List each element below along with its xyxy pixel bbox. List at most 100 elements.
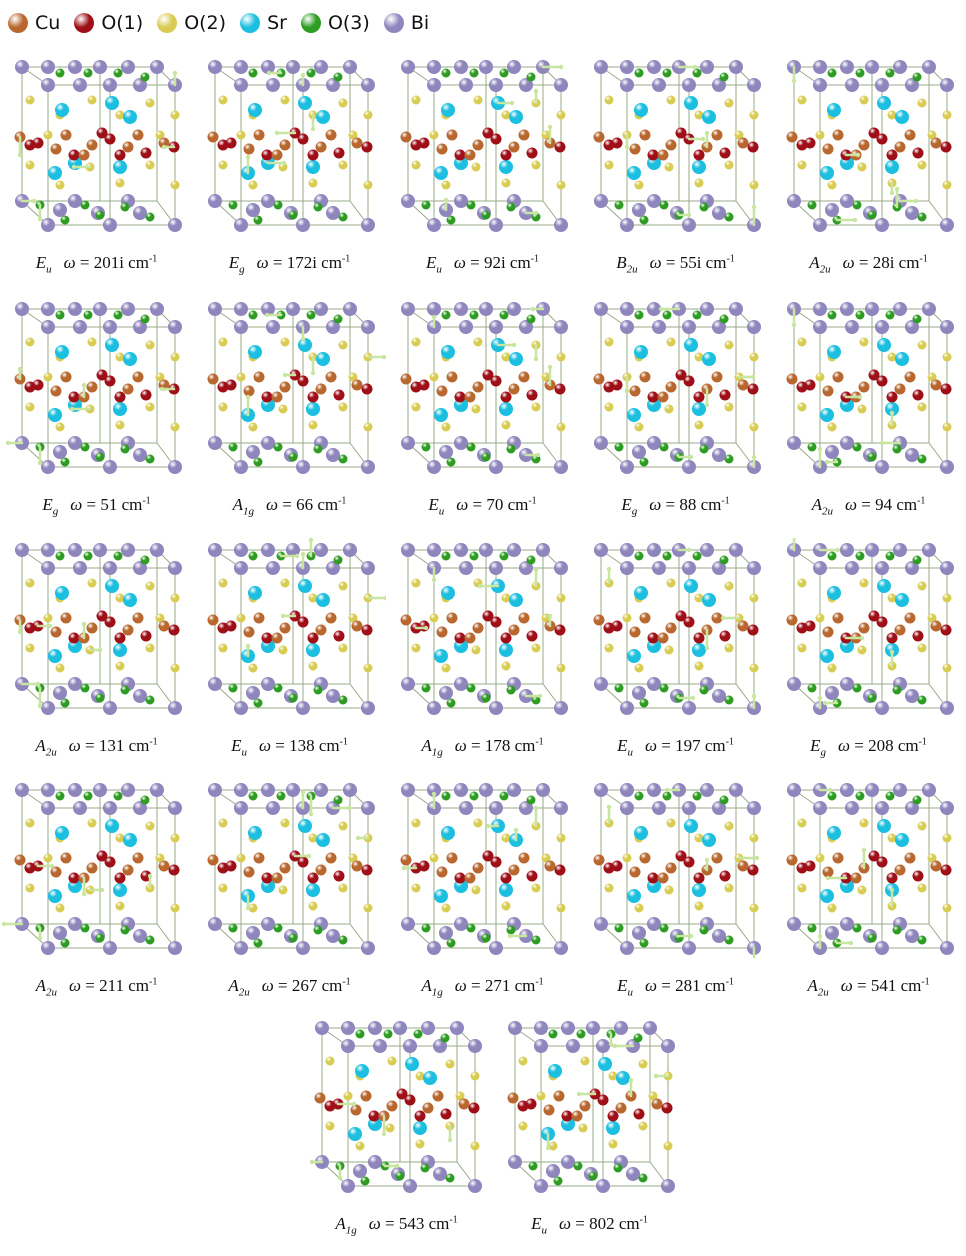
irrep-symbol: Eu (617, 736, 633, 758)
atom-o2 (664, 162, 674, 172)
atom-o1 (96, 127, 108, 139)
atom-o2 (338, 98, 348, 108)
atom-cu (207, 614, 219, 626)
arrow-head (431, 577, 437, 583)
irrep-letter: E (428, 495, 439, 514)
atom-cu (544, 860, 556, 872)
atom-o3 (827, 551, 837, 561)
arrow-head (172, 70, 178, 76)
atom-o2 (170, 422, 180, 432)
atom-o2 (734, 130, 744, 140)
irrep-subscript: g (820, 746, 826, 759)
atom-sr (316, 110, 330, 124)
atom-cu (279, 381, 291, 393)
mode-caption: A2u ω = 28i cm-1 (772, 253, 965, 275)
atom-o2 (797, 402, 807, 412)
atom-o2 (531, 643, 541, 653)
atom-o2 (115, 110, 125, 120)
atom-cu (279, 139, 291, 151)
atom-o1 (410, 381, 422, 393)
arrow-head (653, 1073, 659, 1079)
atom-bi (729, 543, 743, 557)
atom-o2 (280, 818, 290, 828)
atom-sr (248, 826, 262, 840)
atom-bi (454, 783, 468, 797)
atom-cu (436, 866, 448, 878)
atom-o3 (724, 695, 734, 705)
atom-o2 (604, 402, 614, 412)
atom-bi (168, 941, 182, 955)
atom-cu (315, 624, 327, 636)
atom-sr (123, 833, 137, 847)
atom-sr (113, 160, 127, 174)
atom-bi (661, 1179, 675, 1193)
atom-sr (877, 338, 891, 352)
arrow-head (310, 126, 316, 132)
atom-o3 (288, 933, 298, 943)
arrow-head (511, 342, 517, 348)
atom-bi (813, 561, 827, 575)
irrep-letter: E (617, 976, 628, 995)
atom-bi (450, 1021, 464, 1035)
atom-bi (368, 1155, 382, 1169)
mode-caption: B2u ω = 55i cm-1 (579, 253, 772, 275)
atom-o3 (634, 551, 644, 561)
atom-bi (554, 320, 568, 334)
atom-bi (845, 320, 859, 334)
atom-o3 (441, 551, 451, 561)
irrep-subscript: g (52, 505, 59, 518)
atom-o2 (441, 903, 451, 913)
atom-bi (479, 60, 493, 74)
atom-bi (168, 561, 182, 575)
atom-cu (665, 622, 677, 634)
atom-o2 (25, 95, 35, 105)
atom-cu (629, 626, 641, 638)
atom-o2 (942, 180, 952, 190)
frequency-unit: cm (704, 976, 726, 995)
atom-o3 (333, 72, 343, 82)
irrep-letter: A (232, 495, 243, 514)
atom-sr (434, 889, 448, 903)
arrow-head (507, 933, 513, 939)
atom-cu (122, 383, 134, 395)
irrep-letter: A (811, 495, 822, 514)
atom-bi (103, 941, 117, 955)
atom-bi (594, 194, 608, 208)
atom-bi (647, 543, 661, 557)
atom-o2 (236, 130, 246, 140)
atom-bi (150, 60, 164, 74)
frequency-expression: ω = 197 cm-1 (645, 736, 734, 755)
atom-bi (620, 218, 634, 232)
atom-o3 (276, 791, 286, 801)
atom-bi (133, 206, 147, 220)
atom-bi (865, 302, 879, 316)
atom-bi (121, 302, 135, 316)
atom-bi (787, 194, 801, 208)
atom-cu (858, 381, 870, 393)
atom-cu (122, 141, 134, 153)
atom-cu (351, 620, 363, 632)
atom-bi (266, 320, 280, 334)
atom-bi (427, 941, 441, 955)
irrep-symbol: B2u (616, 253, 637, 275)
atom-cu (132, 371, 144, 383)
atom-o1 (647, 632, 659, 644)
omega-symbol: ω (456, 495, 469, 514)
atom-o2 (218, 578, 228, 588)
atom-cu (786, 854, 798, 866)
atom-bi (261, 677, 275, 691)
atom-cu (832, 852, 844, 864)
arrow-head (889, 887, 895, 893)
atom-o1 (307, 149, 319, 161)
atom-cu (894, 141, 906, 153)
atom-o1 (683, 616, 695, 628)
atom-cu (711, 612, 723, 624)
atom-bi (68, 194, 82, 208)
omega-symbol: ω (454, 976, 467, 995)
atom-bi (875, 78, 889, 92)
atom-o2 (531, 402, 541, 412)
atom-o3 (80, 200, 90, 210)
atom-bi (536, 543, 550, 557)
crystal-structure (400, 543, 568, 715)
atom-bi (68, 677, 82, 691)
